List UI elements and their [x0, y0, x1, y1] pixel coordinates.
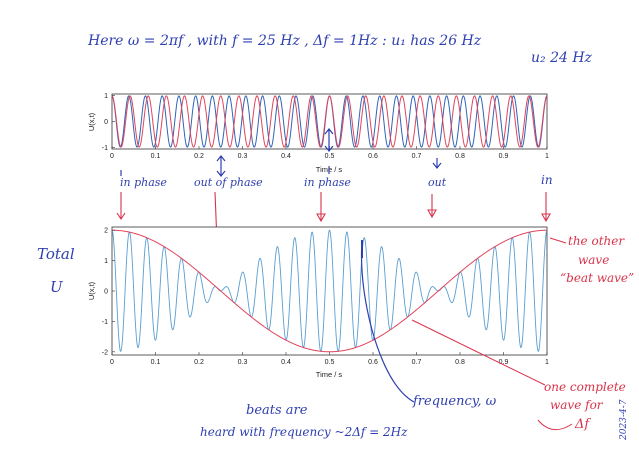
- sum-wave-line: [111, 229, 548, 353]
- marker-out-1: [216, 155, 226, 177]
- frequency-annotation: frequency, ω: [360, 239, 497, 409]
- bottom-plot-yticks: 2 1 0 -1 -2: [102, 228, 115, 356]
- top-plot-waves: [111, 95, 548, 148]
- red-arrow-3: [316, 192, 326, 223]
- x-tick-label: 0.5: [325, 153, 335, 160]
- y-tick-label: 1: [104, 93, 108, 100]
- total-u-label: U: [50, 278, 64, 296]
- x-tick-label: 0.8: [455, 153, 465, 160]
- x-tick-label: 0.3: [238, 153, 248, 160]
- frequency-pointer: [360, 239, 415, 403]
- one-wave-line3: Δf: [574, 417, 591, 432]
- x-tick-label: 0.9: [499, 359, 509, 366]
- one-wave-line1: one complete: [544, 380, 626, 394]
- total-label: Total: [37, 245, 75, 263]
- x-tick-label: 0: [110, 359, 114, 366]
- one-wave-underline: [537, 419, 573, 430]
- x-tick-label: 0.7: [412, 153, 422, 160]
- beat-wave-pointer: [549, 237, 567, 244]
- x-tick-label: 0.6: [368, 153, 378, 160]
- red-arrow-4: [427, 194, 437, 219]
- x-tick-label: 0.4: [281, 153, 291, 160]
- y-tick-label: 2: [104, 228, 108, 235]
- x-tick-label: 0: [110, 153, 114, 160]
- x-tick-label: 1: [545, 359, 549, 366]
- other-wave-line2: wave: [578, 253, 609, 267]
- top-annotation-line2: u₂ 24 Hz: [531, 50, 593, 66]
- y-tick-label: 1: [104, 258, 108, 265]
- phase-label-in-3: in: [541, 173, 553, 187]
- bottom-plot-ylabel: U(x,t): [87, 281, 96, 300]
- top-plot-xticks: 0 0.1 0.2 0.3 0.4 0.5 0.6 0.7 0.8 0.9 1: [110, 146, 549, 160]
- one-wave-line2: wave for: [550, 398, 604, 412]
- one-wave-annotation: one complete wave for Δf: [411, 319, 626, 432]
- top-plot-ylabel: U(x,t): [87, 112, 96, 131]
- red-arrow-1: [116, 192, 126, 220]
- x-tick-label: 0.5: [325, 359, 335, 366]
- marker-in-2: [324, 128, 334, 152]
- beat-wave-annotation: the other wave “beat wave”: [549, 234, 634, 285]
- other-wave-line3: “beat wave”: [560, 271, 634, 285]
- x-tick-label: 0.9: [499, 153, 509, 160]
- frequency-label: frequency, ω: [412, 394, 497, 409]
- x-tick-label: 0.4: [281, 359, 291, 366]
- phase-label-in-1: in phase: [120, 176, 167, 189]
- beats-line2: heard with frequency ~2Δf = 2Hz: [200, 425, 408, 439]
- top-plot: 0 0.1 0.2 0.3 0.4 0.5 0.6 0.7 0.8 0.9 1 10-1 Time …: [87, 93, 549, 174]
- y-tick-label: 0: [104, 119, 108, 126]
- x-tick-label: 0.7: [412, 359, 422, 366]
- phase-label-in-2: in phase: [304, 176, 351, 189]
- x-tick-label: 0.1: [151, 359, 161, 366]
- beats-line1: beats are: [246, 403, 308, 418]
- x-tick-label: 0.1: [151, 153, 161, 160]
- y-tick-label: -1: [102, 145, 108, 152]
- top-annotation: Here ω = 2πf , with f = 25 Hz , Δf = 1Hz…: [87, 33, 482, 49]
- y-tick-label: 0: [104, 289, 108, 296]
- bottom-plot-xlabel: Time / s: [316, 370, 343, 379]
- marker-out-2: [432, 158, 442, 169]
- bottom-plot-waves: [111, 229, 548, 353]
- top-series-24hz-line: [111, 95, 548, 148]
- y-tick-label: -1: [102, 319, 108, 326]
- phase-label-out-2: out: [428, 176, 447, 189]
- red-arrow-5: [541, 192, 551, 223]
- bottom-plot: 0 0.1 0.2 0.3 0.4 0.5 0.6 0.7 0.8 0.9 1 2 1 0 -1 -2 Ti…: [87, 226, 549, 379]
- beat-envelope-line: [111, 229, 548, 353]
- x-tick-label: 0.8: [455, 359, 465, 366]
- other-wave-line1: the other: [568, 234, 625, 248]
- x-tick-label: 0.2: [194, 359, 204, 366]
- x-tick-label: 0.2: [194, 153, 204, 160]
- x-tick-label: 0.3: [238, 359, 248, 366]
- date-stamp: 2023-4-7: [619, 399, 629, 441]
- x-tick-label: 1: [545, 153, 549, 160]
- one-wave-pointer: [411, 319, 546, 386]
- top-plot-yticks: 1 0 -1: [102, 93, 115, 152]
- x-tick-label: 0.6: [368, 359, 378, 366]
- bottom-plot-xticks: 0 0.1 0.2 0.3 0.4 0.5 0.6 0.7 0.8 0.9 1: [110, 352, 549, 366]
- bottom-plot-frame: [111, 226, 548, 356]
- phase-label-out-1: out of phase: [194, 176, 263, 189]
- y-tick-label: -2: [102, 349, 108, 356]
